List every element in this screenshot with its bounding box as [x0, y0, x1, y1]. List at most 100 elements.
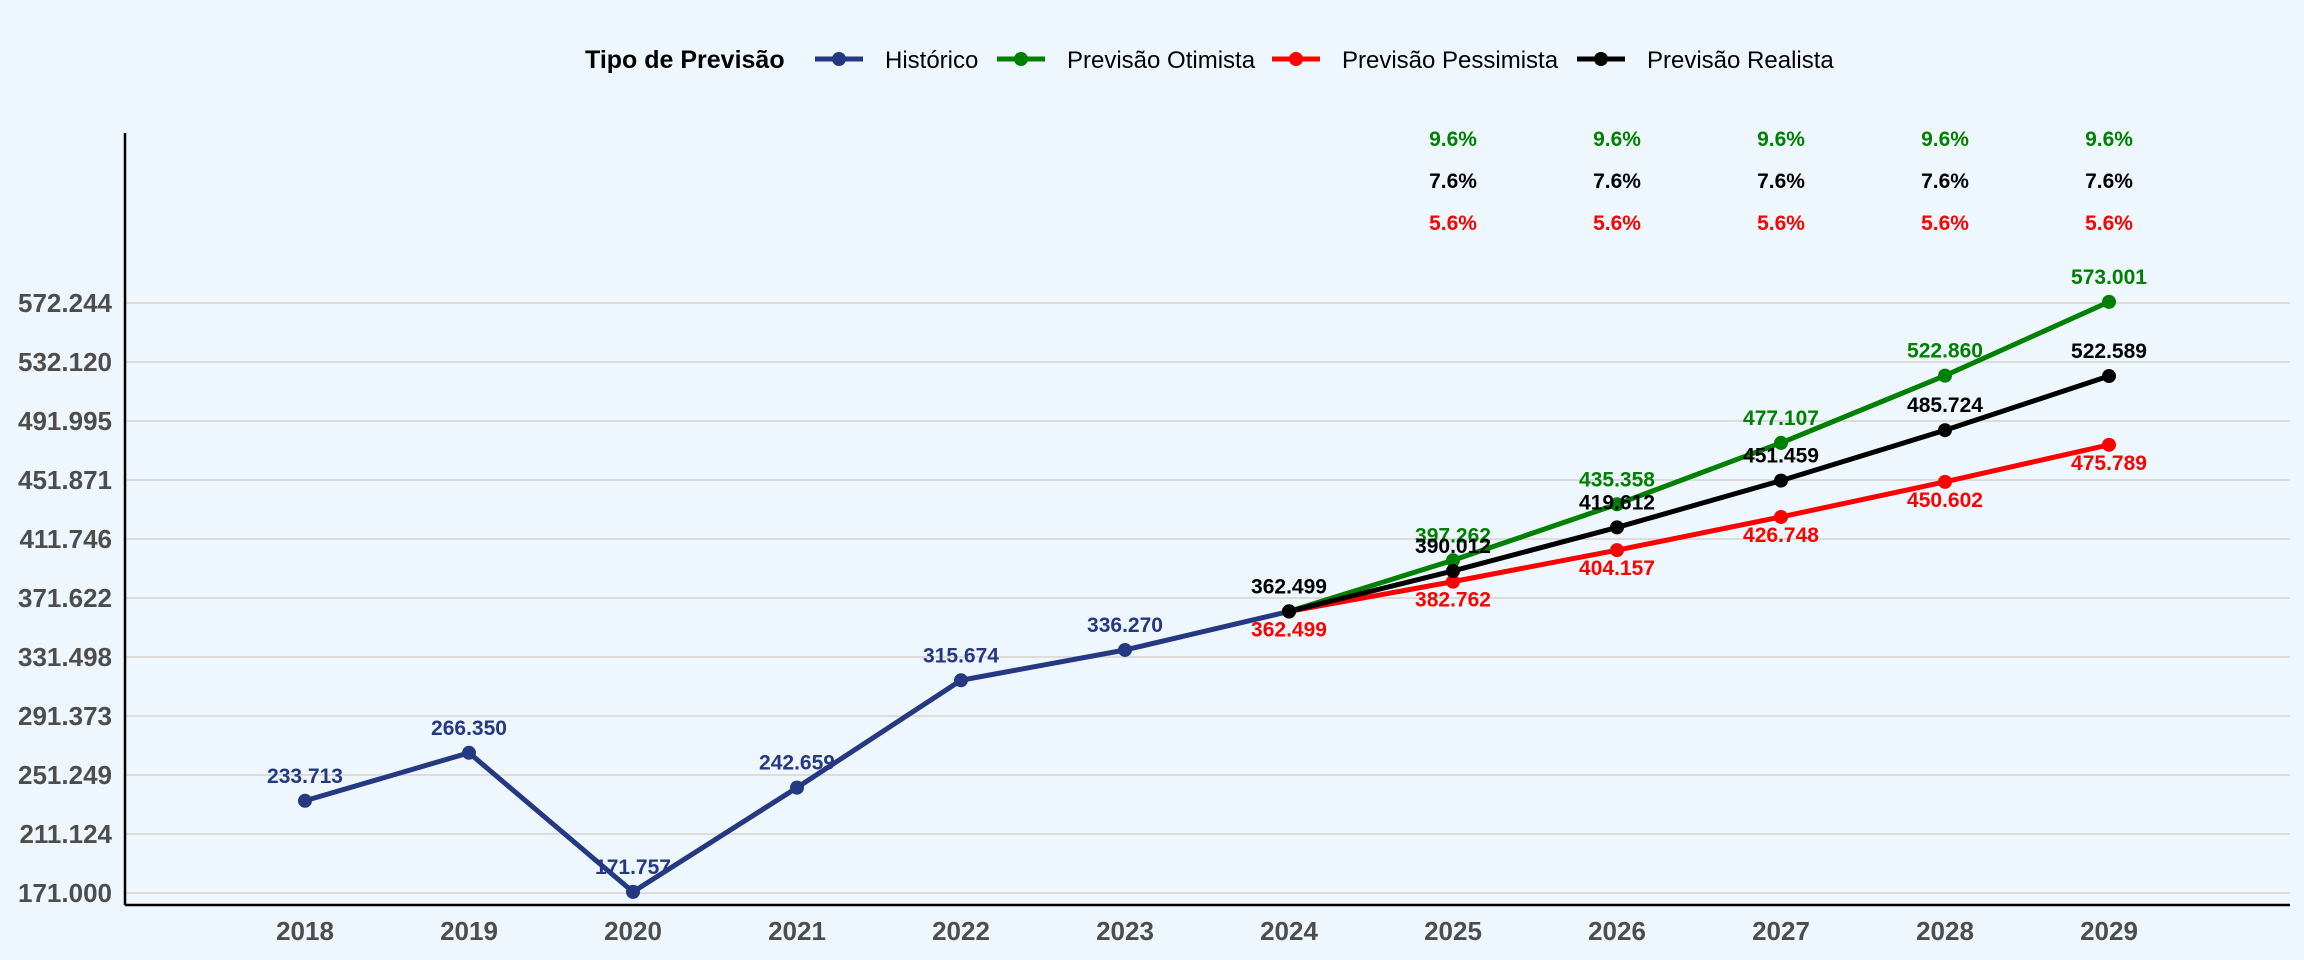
growth-rate-label: 9.6% — [1429, 128, 1477, 151]
data-point — [1774, 509, 1788, 524]
data-point — [1938, 368, 1952, 383]
x-tick-label: 2026 — [1588, 916, 1646, 946]
data-label: 362.499 — [1251, 618, 1327, 641]
growth-rate-label: 5.6% — [2085, 212, 2133, 235]
x-tick-label: 2021 — [768, 916, 826, 946]
growth-rate-label: 7.6% — [1593, 170, 1641, 193]
data-label: 362.499 — [1251, 575, 1327, 598]
data-label: 404.157 — [1579, 557, 1655, 580]
legend-label: Histórico — [885, 47, 978, 74]
data-point — [954, 673, 968, 688]
series-lines — [304, 299, 2111, 895]
data-point — [1774, 473, 1788, 488]
legend-swatch-point — [1594, 52, 1608, 66]
growth-rate-label: 5.6% — [1429, 212, 1477, 235]
growth-rate-label: 5.6% — [1593, 212, 1641, 235]
data-point — [1938, 423, 1952, 438]
legend-swatch-point — [1289, 52, 1303, 66]
series-line — [1288, 442, 2110, 614]
growth-rate-labels: 9.6% 7.6% 5.6% 9.6% 7.6% 5.6% 9.6% 7.6% 5.6% 9.6%… — [1429, 128, 2133, 235]
data-label: 390.012 — [1415, 535, 1491, 558]
data-point — [2102, 294, 2116, 309]
data-point — [1938, 474, 1952, 489]
growth-rate-label: 5.6% — [1757, 212, 1805, 235]
y-tick-label: 411.746 — [19, 524, 112, 554]
legend-label: Previsão Otimista — [1067, 47, 1256, 74]
data-label: 522.589 — [2071, 340, 2147, 363]
data-label: 450.602 — [1907, 489, 1983, 512]
x-tick-label: 2018 — [276, 916, 334, 946]
x-tick-label: 2027 — [1752, 916, 1810, 946]
data-point — [1610, 497, 1624, 512]
series-line — [1288, 299, 2111, 614]
data-label: 522.860 — [1907, 340, 1983, 363]
data-label: 451.459 — [1743, 445, 1819, 468]
data-label: 477.107 — [1743, 407, 1819, 430]
series-points — [298, 294, 2116, 899]
y-tick-label: 291.373 — [18, 701, 112, 731]
data-label: 266.350 — [431, 717, 507, 740]
data-point — [1774, 435, 1788, 450]
legend-label: Previsão Realista — [1647, 47, 1834, 74]
growth-rate-label: 9.6% — [1921, 128, 1969, 151]
data-labels: 233.713 266.350 171.757 242.659 315.674 336.2… — [267, 266, 2147, 879]
y-tick-label: 211.124 — [19, 819, 112, 849]
x-tick-label: 2024 — [1260, 916, 1318, 946]
data-label: 475.789 — [2071, 452, 2147, 475]
data-point — [1118, 642, 1132, 657]
y-axis-ticks: 171.000 211.124 251.249 291.373 331.498 371.6… — [18, 288, 113, 908]
data-point — [298, 793, 312, 808]
data-label: 336.270 — [1087, 614, 1163, 637]
axes — [123, 133, 2290, 907]
data-point — [1282, 604, 1296, 619]
data-point — [1446, 563, 1460, 578]
data-label: 485.724 — [1907, 394, 1983, 417]
growth-rate-label: 7.6% — [1921, 170, 1969, 193]
y-tick-label: 371.622 — [18, 583, 112, 613]
data-label: 315.674 — [923, 644, 999, 667]
x-tick-label: 2028 — [1916, 916, 1974, 946]
grid-lines — [125, 302, 2290, 894]
data-label: 419.612 — [1579, 491, 1655, 514]
data-label: 435.358 — [1579, 468, 1655, 491]
legend-swatch-point — [832, 52, 846, 66]
y-tick-label: 251.249 — [18, 760, 112, 790]
y-tick-label: 491.995 — [18, 406, 112, 436]
legend-title: Tipo de Previsão — [585, 46, 785, 74]
x-tick-label: 2020 — [604, 916, 662, 946]
legend-label: Previsão Pessimista — [1342, 47, 1559, 74]
x-tick-label: 2029 — [2080, 916, 2138, 946]
data-label: 233.713 — [267, 765, 343, 788]
series-line — [1288, 373, 2110, 614]
growth-rate-label: 9.6% — [1593, 128, 1641, 151]
data-point — [1446, 553, 1460, 568]
growth-rate-label: 7.6% — [1429, 170, 1477, 193]
data-label: 171.757 — [595, 856, 671, 879]
growth-rate-label: 7.6% — [1757, 170, 1805, 193]
growth-rate-label: 7.6% — [2085, 170, 2133, 193]
data-point — [790, 780, 804, 795]
legend-swatch-point — [1014, 52, 1028, 66]
x-tick-label: 2019 — [440, 916, 498, 946]
data-label: 242.659 — [759, 752, 835, 775]
data-label: 426.748 — [1743, 524, 1819, 547]
data-point — [2102, 437, 2116, 452]
data-point — [1610, 543, 1624, 558]
x-axis-ticks: 2018 2019 2020 2021 2022 2023 2024 2025 2026 2027… — [276, 916, 2138, 946]
data-point — [1446, 574, 1460, 589]
legend: Tipo de Previsão Histórico Previsão Otimis… — [585, 46, 1834, 74]
y-tick-label: 532.120 — [18, 347, 112, 377]
growth-rate-label: 9.6% — [1757, 128, 1805, 151]
data-point — [2102, 369, 2116, 384]
y-tick-label: 331.498 — [18, 642, 112, 672]
x-tick-label: 2022 — [932, 916, 990, 946]
x-tick-label: 2023 — [1096, 916, 1154, 946]
data-label: 397.262 — [1415, 524, 1491, 547]
y-tick-label: 171.000 — [18, 878, 112, 908]
data-point — [462, 745, 476, 760]
growth-rate-label: 5.6% — [1921, 212, 1969, 235]
data-point — [626, 884, 640, 899]
growth-rate-label: 9.6% — [2085, 128, 2133, 151]
y-tick-label: 451.871 — [18, 465, 112, 495]
data-label: 382.762 — [1415, 589, 1491, 612]
